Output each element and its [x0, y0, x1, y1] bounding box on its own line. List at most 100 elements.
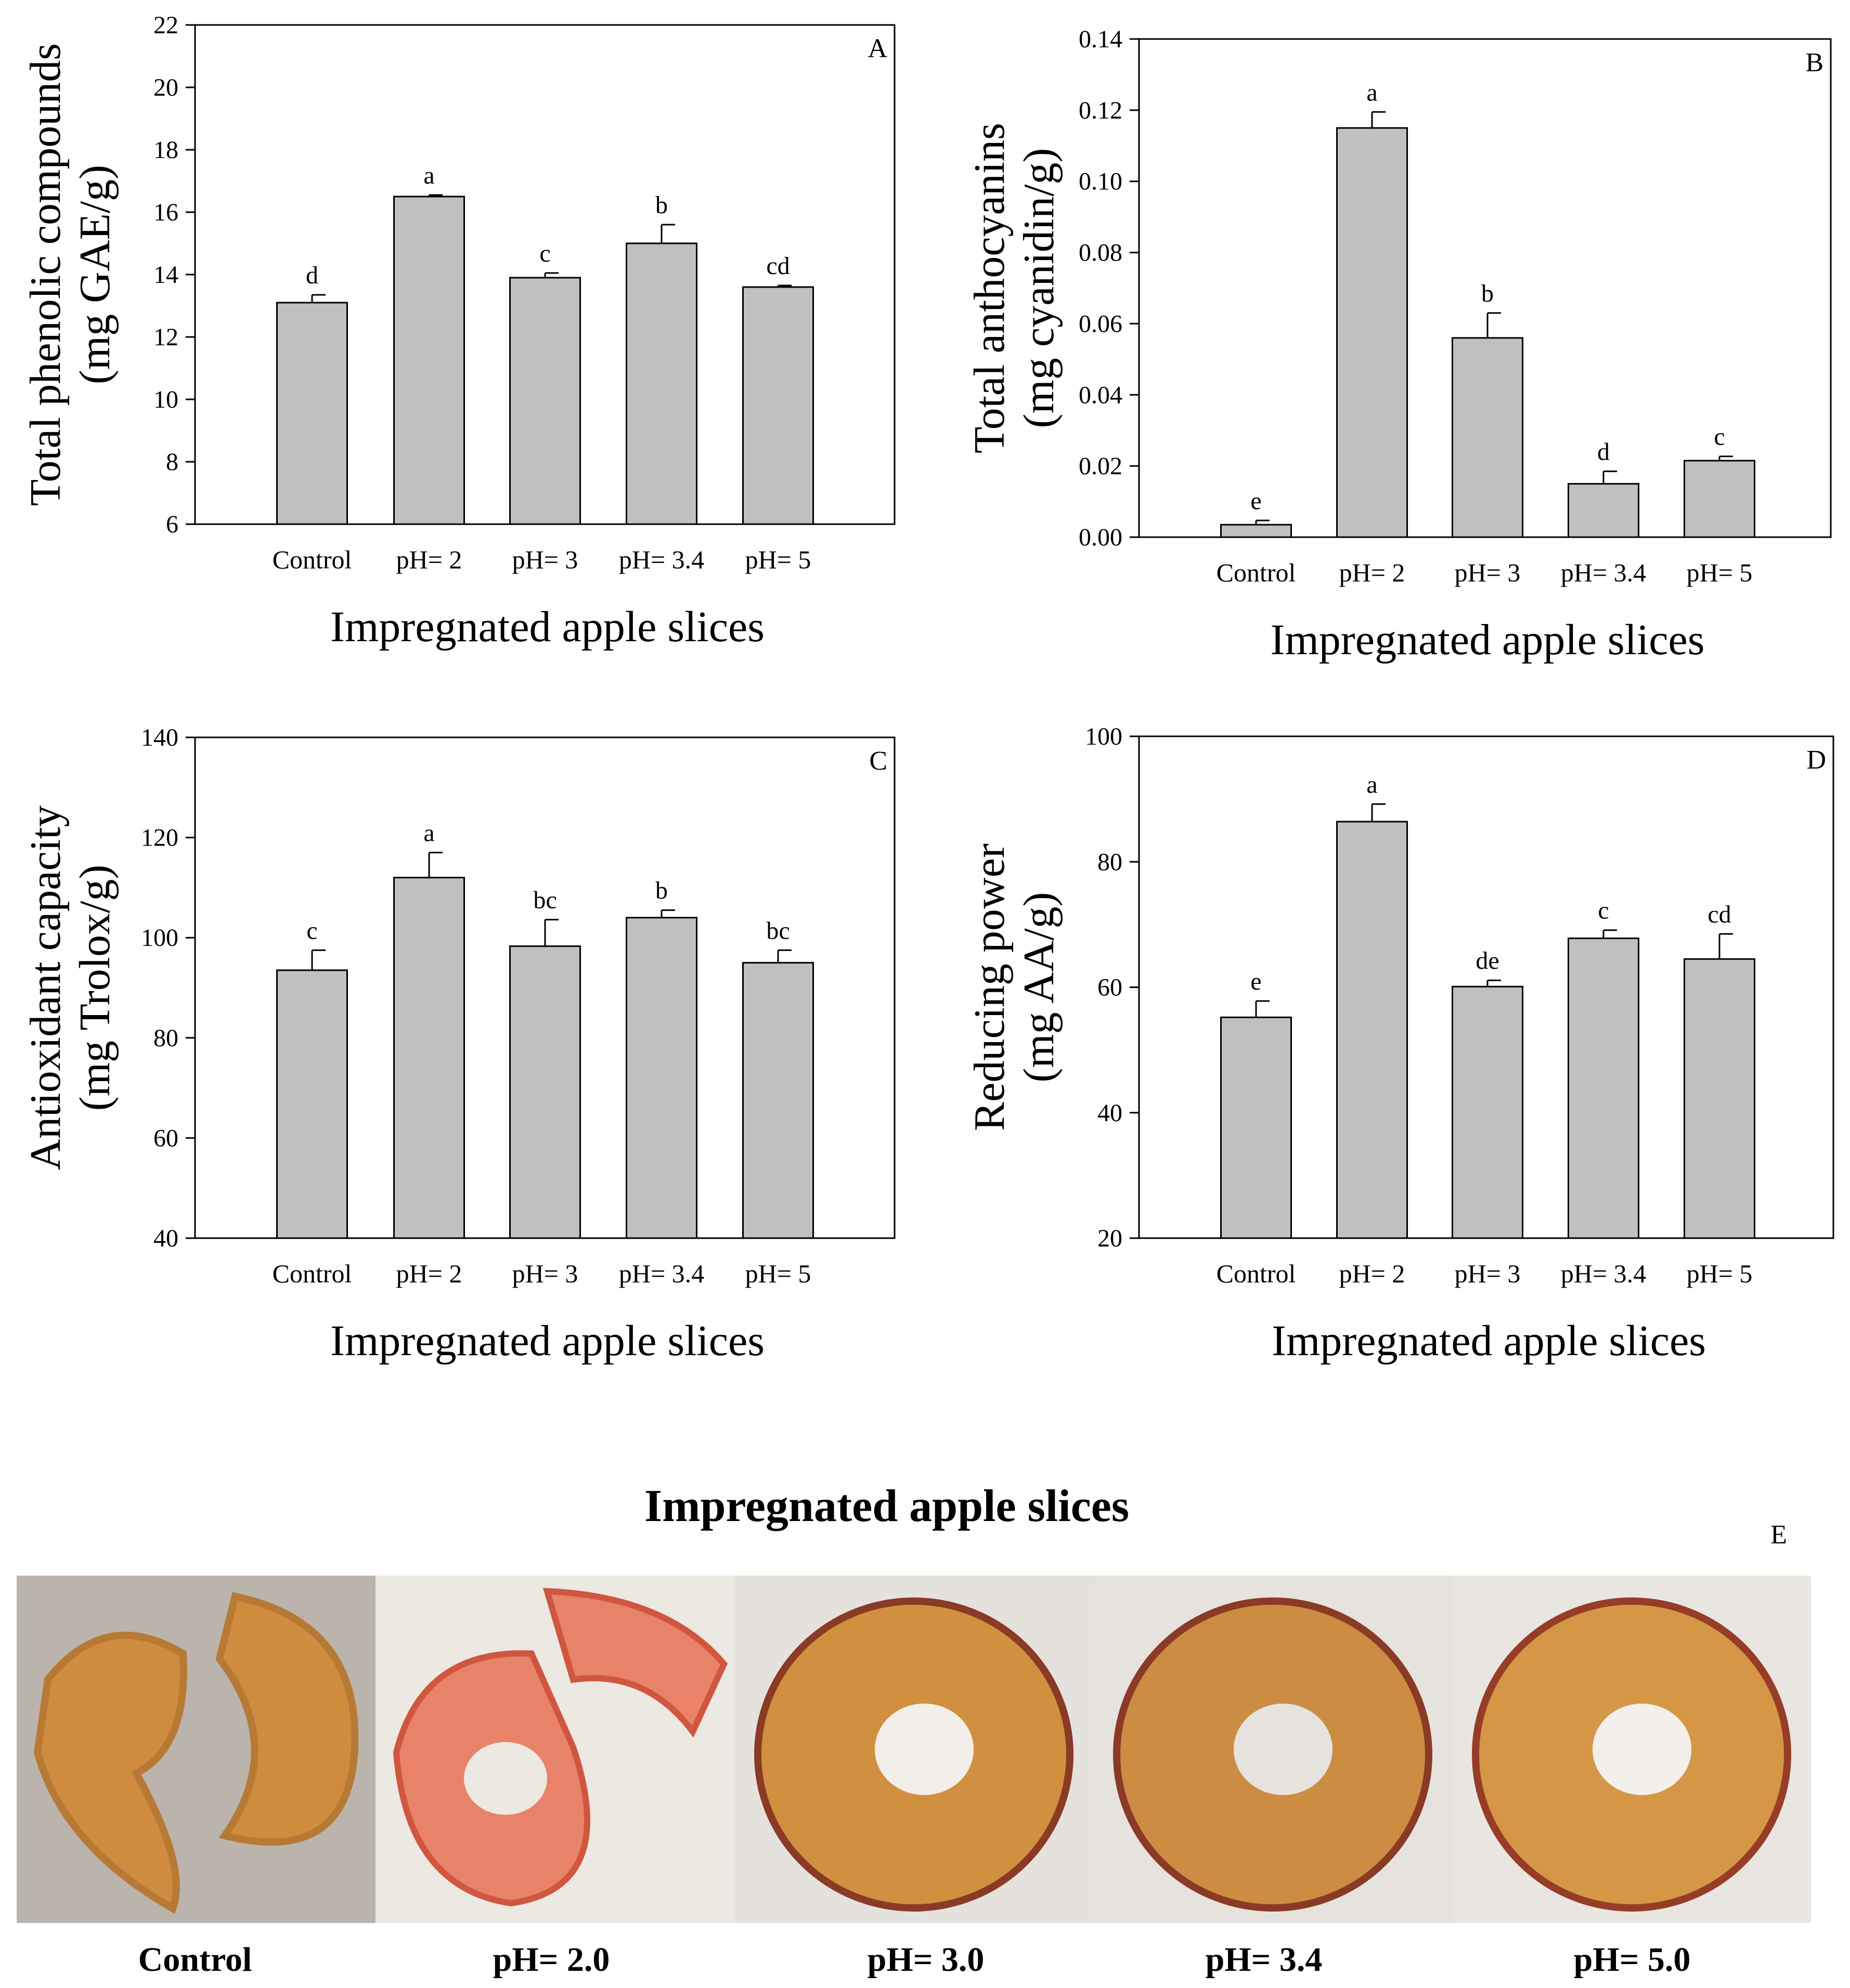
y-tick-label: 0.12: [1079, 97, 1122, 124]
bar: [626, 242, 697, 525]
apple-slice-photo: [734, 1576, 1093, 1923]
apple-slice: [215, 1592, 359, 1846]
significance-letter: d: [1597, 438, 1610, 465]
x-axis-title: Impregnated apple slices: [1272, 1317, 1706, 1365]
x-tick-label: pH= 3.4: [619, 1259, 704, 1288]
y-tick-label: 0.06: [1079, 310, 1122, 337]
significance-letter: d: [306, 262, 318, 289]
y-tick-label: 60: [1097, 974, 1122, 1002]
apple-slice-photo: [376, 1576, 734, 1923]
apple-core-hole: [464, 1742, 547, 1815]
y-tick-label: 0.08: [1079, 239, 1122, 267]
x-tick-label: Control: [273, 545, 352, 574]
y-tick-label: 100: [141, 924, 178, 952]
bar: [1568, 937, 1639, 1239]
photo-panel: Impregnated apple slices E Control pH= 2.0 p…: [17, 1481, 1811, 1979]
x-tick-label: pH= 3.4: [1561, 1259, 1646, 1288]
y-tick-label: 10: [153, 386, 178, 413]
significance-letter: a: [423, 162, 434, 189]
y-tick-label: 0.02: [1079, 452, 1122, 480]
apple-slice: [33, 1631, 187, 1914]
x-tick-label: pH= 3: [1455, 1259, 1521, 1288]
y-tick-label: 0.00: [1079, 524, 1122, 551]
y-tick-label: 40: [153, 1225, 178, 1252]
y-tick-label: 80: [153, 1024, 178, 1052]
significance-letter: e: [1250, 968, 1261, 995]
bar: [276, 969, 348, 1239]
y-tick-label: 22: [153, 11, 178, 39]
y-tick-label: 100: [1085, 723, 1122, 750]
bar: [626, 917, 697, 1239]
photo-label: pH= 5.0: [1574, 1941, 1691, 1979]
y-axis-title: Total anthocyanins: [965, 123, 1014, 453]
y-tick-label: 40: [1097, 1099, 1122, 1127]
x-tick-label: pH= 3: [1455, 558, 1521, 587]
bar: [393, 196, 465, 525]
significance-letter: cd: [1707, 901, 1731, 928]
y-tick-label: 20: [153, 74, 178, 101]
x-tick-label: pH= 3: [512, 1259, 578, 1288]
bar: [742, 286, 814, 525]
bar: [1684, 460, 1755, 538]
significance-letter: a: [1366, 79, 1377, 106]
bar: [1452, 985, 1523, 1239]
apple-slice-photo: [17, 1576, 376, 1923]
y-axis-title: Total phenolic compounds: [21, 43, 70, 506]
apple-core-hole: [1593, 1704, 1691, 1795]
significance-letter: cd: [766, 252, 790, 280]
panel-letter: B: [1805, 48, 1823, 77]
x-tick-label: pH= 5: [1687, 558, 1753, 587]
panel-letter: A: [868, 34, 887, 63]
apple-slice: [542, 1588, 728, 1738]
x-tick-label: pH= 3: [512, 545, 578, 574]
significance-letter: bc: [766, 917, 790, 944]
photo-label: Control: [138, 1941, 252, 1979]
bar: [1452, 337, 1523, 538]
x-tick-label: pH= 5: [745, 545, 811, 574]
apple-core-hole: [1234, 1704, 1332, 1795]
apple-slice-photo: [1093, 1576, 1452, 1923]
bar: [1684, 958, 1755, 1239]
x-tick-label: pH= 5: [1687, 1259, 1753, 1288]
y-tick-label: 140: [141, 724, 178, 751]
significance-letter: c: [1598, 897, 1609, 925]
bar: [509, 945, 581, 1239]
y-tick-label: 16: [153, 199, 178, 226]
significance-letter: b: [1481, 280, 1494, 307]
photo-label: pH= 3.0: [868, 1941, 985, 1979]
photo-label: pH= 3.4: [1206, 1941, 1323, 1979]
y-tick-label: 6: [166, 511, 178, 538]
panel-letter: E: [1770, 1520, 1787, 1550]
x-tick-label: pH= 2: [1339, 558, 1405, 587]
y-tick-label: 80: [1097, 848, 1122, 876]
bar: [1336, 821, 1408, 1239]
x-tick-label: pH= 2: [1339, 1259, 1405, 1288]
bar: [1568, 483, 1639, 538]
photo-panel-title: Impregnated apple slices: [644, 1481, 1129, 1531]
significance-letter: e: [1250, 487, 1261, 515]
chart-panel-c: 40 60 80 100 120 140 c Control a pH= 2 bc pH= 3 b pH=…: [21, 724, 896, 1365]
x-tick-label: pH= 5: [745, 1259, 811, 1288]
y-tick-label: 0.10: [1079, 168, 1122, 196]
bar: [1220, 1016, 1292, 1239]
panel-letter: C: [869, 746, 887, 776]
bar: [509, 277, 581, 525]
y-axis-subtitle: (mg GAE/g): [71, 165, 119, 384]
bar: [276, 302, 348, 525]
x-axis-title: Impregnated apple slices: [1271, 616, 1705, 664]
chart-panel-b: 0.00 0.02 0.04 0.06 0.08 0.10 0.12 0.14 e Control…: [965, 25, 1832, 664]
significance-letter: a: [423, 819, 434, 847]
apple-core-hole: [875, 1704, 974, 1795]
x-tick-label: pH= 3.4: [619, 545, 704, 574]
x-tick-label: Control: [1217, 1259, 1296, 1288]
significance-letter: b: [655, 191, 668, 219]
y-tick-label: 0.04: [1079, 381, 1122, 409]
significance-letter: c: [306, 917, 317, 944]
y-tick-label: 20: [1097, 1225, 1122, 1252]
bar: [1336, 127, 1408, 538]
significance-letter: bc: [533, 887, 557, 914]
x-tick-label: Control: [273, 1259, 352, 1288]
significance-letter: de: [1476, 947, 1499, 974]
photo-label: pH= 2.0: [493, 1941, 610, 1979]
